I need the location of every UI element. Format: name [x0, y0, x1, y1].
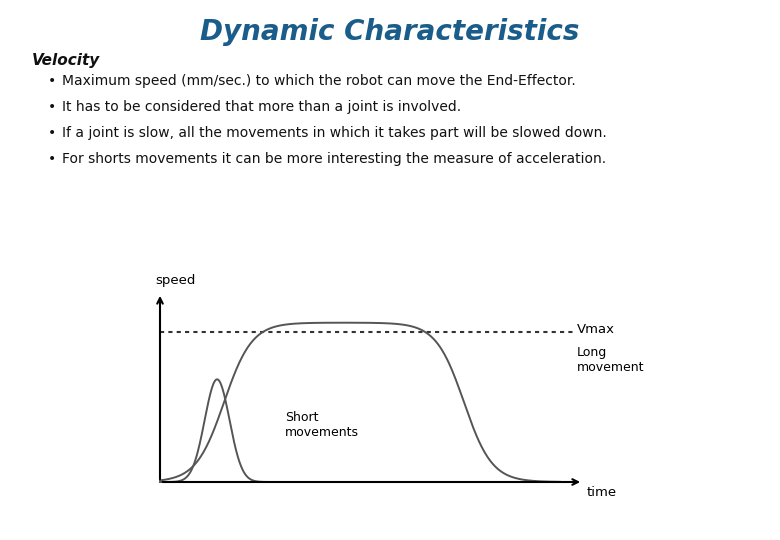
- Text: speed: speed: [155, 274, 195, 287]
- Text: Dynamic Characteristics: Dynamic Characteristics: [200, 18, 580, 46]
- Text: •: •: [48, 100, 56, 114]
- Text: Long
movement: Long movement: [577, 346, 644, 374]
- Text: It has to be considered that more than a joint is involved.: It has to be considered that more than a…: [62, 100, 461, 114]
- Text: Vmax: Vmax: [577, 323, 615, 336]
- Text: •: •: [48, 126, 56, 140]
- Text: If a joint is slow, all the movements in which it takes part will be slowed down: If a joint is slow, all the movements in…: [62, 126, 607, 140]
- Text: •: •: [48, 74, 56, 88]
- Text: For shorts movements it can be more interesting the measure of acceleration.: For shorts movements it can be more inte…: [62, 152, 606, 166]
- Text: Maximum speed (mm/sec.) to which the robot can move the End-Effector.: Maximum speed (mm/sec.) to which the rob…: [62, 74, 576, 88]
- Text: Short
movements: Short movements: [285, 411, 359, 439]
- Text: Velocity: Velocity: [32, 53, 101, 68]
- Text: time: time: [587, 486, 617, 499]
- Text: •: •: [48, 152, 56, 166]
